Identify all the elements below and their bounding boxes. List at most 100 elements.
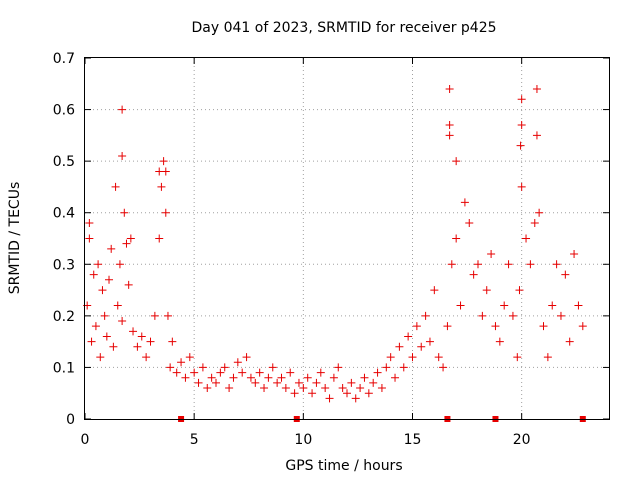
y-tick-label: 0 (66, 412, 75, 428)
data-point (321, 384, 330, 393)
x-tick-label: 5 (190, 432, 199, 448)
data-point (535, 208, 544, 217)
data-point (508, 311, 517, 320)
x-tick-label: 15 (404, 432, 422, 448)
ticks: 0 0.1 0.2 0.3 0.4 0.5 0.6 0.7 0 5 10 15 20 (53, 51, 609, 448)
data-point (329, 373, 338, 382)
data-point (85, 234, 94, 243)
data-point (513, 353, 522, 362)
data-point (412, 322, 421, 331)
data-point (343, 389, 351, 398)
data-point (264, 373, 273, 382)
data-point (532, 131, 541, 140)
x-tick-label: 0 (81, 432, 90, 448)
data-point (124, 280, 133, 289)
data-point (439, 363, 448, 372)
data-point (220, 363, 229, 372)
data-point (543, 353, 552, 362)
data-point (190, 368, 199, 377)
data-point (238, 368, 247, 377)
data-point (391, 373, 400, 382)
data-point (122, 239, 131, 248)
data-point (516, 141, 525, 150)
data-point (251, 378, 260, 387)
data-point (556, 311, 565, 320)
data-point (161, 167, 170, 176)
data-point (120, 208, 129, 217)
data-point (168, 337, 177, 346)
data-point (109, 342, 118, 351)
data-point (377, 384, 386, 393)
data-point (561, 270, 570, 279)
data-point (495, 337, 504, 346)
data-point (102, 332, 111, 341)
data-point (194, 378, 203, 387)
data-point (233, 358, 242, 367)
data-point (369, 378, 378, 387)
data-point (522, 234, 531, 243)
x-axis-title: GPS time / hours (285, 458, 402, 474)
data-point (469, 270, 478, 279)
data-point (133, 342, 142, 351)
data-point (425, 337, 434, 346)
data-point (159, 157, 168, 166)
data-point (242, 353, 251, 362)
data-point (96, 353, 105, 362)
data-point (474, 260, 482, 269)
data-point (532, 84, 541, 93)
data-point (273, 378, 282, 387)
data-point (574, 301, 583, 310)
data-points (83, 84, 587, 403)
data-point (395, 342, 404, 351)
data-point (146, 337, 155, 346)
data-point (155, 234, 164, 243)
data-point (460, 198, 469, 207)
data-point (312, 378, 321, 387)
data-point (260, 384, 269, 393)
data-point (115, 260, 124, 269)
data-point (445, 121, 454, 130)
data-point (118, 317, 127, 326)
data-point (212, 378, 220, 387)
data-point (373, 368, 382, 377)
data-point (443, 322, 452, 331)
plot-frame (84, 57, 610, 420)
data-point (294, 378, 303, 387)
data-point (417, 342, 426, 351)
data-point (482, 286, 491, 295)
data-point (100, 311, 109, 320)
data-point (491, 322, 500, 331)
data-point (207, 373, 216, 382)
data-point (565, 337, 574, 346)
data-point (281, 384, 290, 393)
data-point (91, 322, 100, 331)
data-point (578, 322, 587, 331)
data-point (515, 286, 524, 295)
chart-title: Day 041 of 2023, SRMTID for receiver p42… (191, 20, 496, 36)
data-point (445, 84, 454, 93)
data-point (87, 337, 96, 346)
data-point (447, 260, 456, 269)
data-point (89, 270, 98, 279)
data-point (570, 249, 579, 258)
data-point (517, 121, 526, 130)
data-point (347, 378, 356, 387)
data-point (118, 151, 127, 160)
data-point (399, 363, 408, 372)
data-point (163, 311, 172, 320)
data-point (118, 105, 127, 114)
data-point (465, 219, 474, 228)
data-point (445, 131, 454, 140)
data-point (161, 208, 170, 217)
data-point (277, 373, 286, 382)
data-point (334, 363, 343, 372)
data-point (177, 358, 186, 367)
data-point (94, 260, 103, 269)
data-point (430, 286, 439, 295)
data-point (456, 301, 465, 310)
data-point (552, 260, 561, 269)
data-point (113, 301, 122, 310)
data-point (107, 244, 116, 253)
data-point (268, 363, 277, 372)
